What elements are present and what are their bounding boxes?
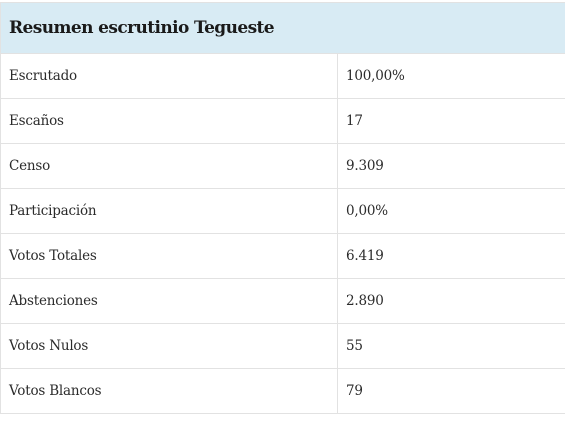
table-row: Votos Nulos 55 — [0, 323, 565, 369]
row-label: Participación — [0, 188, 338, 234]
table-row: Votos Blancos 79 — [0, 368, 565, 414]
row-value: 17 — [336, 98, 565, 144]
results-summary-table: Resumen escrutinio Tegueste Escrutado 10… — [0, 2, 565, 414]
table-row: Escrutado 100,00% — [0, 53, 565, 99]
row-label: Censo — [0, 143, 338, 189]
row-label: Votos Blancos — [0, 368, 338, 414]
row-value: 100,00% — [336, 53, 565, 99]
table-row: Votos Totales 6.419 — [0, 233, 565, 279]
row-value: 6.419 — [336, 233, 565, 279]
table-title: Resumen escrutinio Tegueste — [0, 2, 565, 54]
table-header-row: Resumen escrutinio Tegueste — [0, 2, 565, 54]
row-value: 0,00% — [336, 188, 565, 234]
table-row: Escaños 17 — [0, 98, 565, 144]
row-label: Abstenciones — [0, 278, 338, 324]
row-value: 79 — [336, 368, 565, 414]
row-label: Escrutado — [0, 53, 338, 99]
row-value: 55 — [336, 323, 565, 369]
row-value: 2.890 — [336, 278, 565, 324]
table-row: Abstenciones 2.890 — [0, 278, 565, 324]
row-label: Votos Nulos — [0, 323, 338, 369]
table-row: Participación 0,00% — [0, 188, 565, 234]
row-value: 9.309 — [336, 143, 565, 189]
row-label: Votos Totales — [0, 233, 338, 279]
row-label: Escaños — [0, 98, 338, 144]
table-row: Censo 9.309 — [0, 143, 565, 189]
